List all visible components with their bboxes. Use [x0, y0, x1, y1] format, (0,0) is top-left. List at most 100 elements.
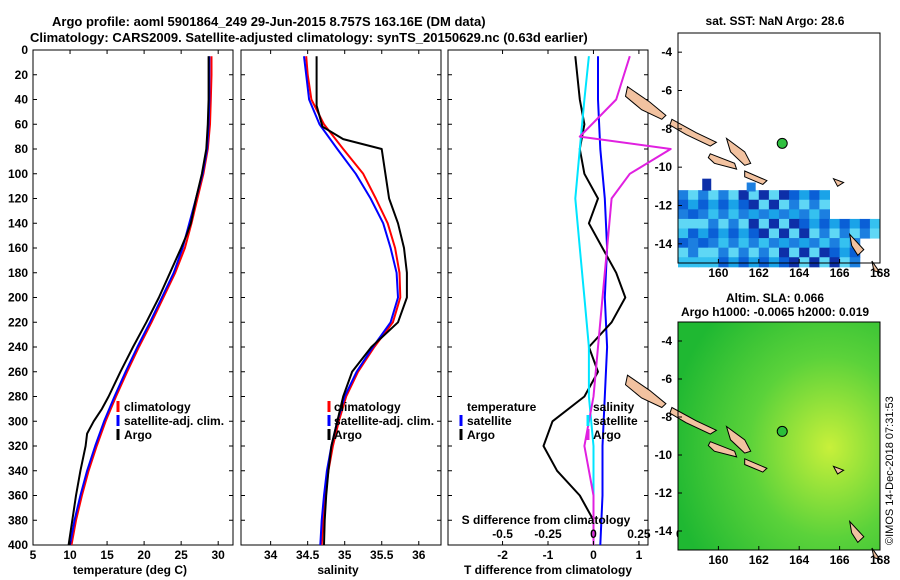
sst-cell — [728, 228, 740, 239]
sst-cell — [839, 218, 851, 229]
sst-cell — [768, 199, 780, 210]
sst-cell — [799, 238, 810, 249]
x-tick-label: 34 — [264, 548, 278, 562]
x-tick-label: 20 — [137, 548, 151, 562]
sst-cell — [799, 218, 810, 229]
sst-cell — [839, 257, 851, 268]
map-y-tick-label: -12 — [655, 199, 673, 213]
map-x-tick-label: 162 — [749, 553, 769, 567]
sst-cell — [678, 218, 689, 229]
sst-cell — [698, 247, 709, 258]
legend-s-satellite: satellite — [593, 414, 638, 428]
sst-cell — [748, 199, 760, 210]
sst-cell — [829, 247, 841, 258]
sst-cell — [738, 257, 750, 268]
legend-satellite: satellite-adj. clim. — [124, 414, 224, 428]
sst-cell — [809, 228, 820, 239]
salinity-panel-frame — [240, 49, 442, 546]
profile-series — [67, 55, 672, 546]
sst-cell — [738, 218, 750, 229]
sst-cell — [698, 238, 709, 249]
x-tick-label: 35 — [338, 548, 352, 562]
series-line-climatology — [70, 56, 213, 546]
sst-cell — [779, 199, 790, 210]
legend-argo: Argo — [124, 428, 152, 442]
x-tick-label: 15 — [100, 548, 114, 562]
temperature-panel-frame — [32, 49, 234, 546]
sst-cell — [789, 190, 800, 201]
map-y-tick-label: -8 — [661, 410, 672, 424]
sst-cell — [809, 209, 820, 220]
sst-cell — [698, 257, 709, 268]
series-line-satellite-adj-clim- — [303, 56, 399, 546]
difference-panel-frame — [447, 49, 649, 546]
sst-cell — [688, 247, 699, 258]
depth-tick-label: 400 — [8, 538, 28, 552]
map-x-tick-label: 164 — [789, 266, 809, 280]
s-diff-tick-label: 0.25 — [627, 527, 651, 541]
map-frame — [677, 32, 881, 264]
map-x-tick-label: 166 — [830, 553, 850, 567]
sst-cell — [809, 218, 820, 229]
sst-cell — [768, 247, 780, 258]
map-x-tick-label: 166 — [830, 266, 850, 280]
sla-field — [678, 322, 880, 550]
sst-cell — [688, 209, 699, 220]
map-x-tick-label: 160 — [708, 553, 728, 567]
sst-cell — [819, 247, 830, 258]
sst-cell — [789, 199, 800, 210]
legend-t-argo: Argo — [467, 428, 495, 442]
sst-cell — [698, 199, 709, 210]
sst-cell — [809, 257, 820, 268]
depth-tick-label: 160 — [8, 241, 28, 255]
legend-t-satellite: satellite — [467, 414, 512, 428]
map-y-tick-label: -14 — [655, 237, 673, 251]
s-difference-axis-label: S difference from climatology — [462, 513, 631, 527]
sst-cell — [708, 199, 719, 210]
difference-legend: temperature satellite Argo salinity sate… — [459, 400, 638, 442]
sst-cell — [708, 218, 719, 229]
sst-cell — [859, 218, 871, 229]
sst-cell — [698, 209, 709, 220]
sst-cell — [799, 209, 810, 220]
island — [707, 153, 738, 170]
island — [871, 260, 882, 274]
sst-cell — [829, 228, 841, 239]
sst-cell — [728, 218, 740, 229]
sst-cell — [809, 247, 820, 258]
sst-cell — [678, 209, 689, 220]
sst-cell — [738, 190, 750, 201]
sst-cell — [738, 247, 750, 258]
sst-cell — [688, 218, 699, 229]
depth-tick-label: 280 — [8, 390, 28, 404]
map-x-tick-label: 160 — [708, 266, 728, 280]
depth-tick-label: 300 — [8, 414, 28, 428]
map-x-tick-label: 162 — [749, 266, 769, 280]
sst-cell — [789, 218, 800, 229]
sst-cell — [758, 190, 770, 201]
depth-tick-label: 20 — [15, 68, 29, 82]
depth-tick-label: 220 — [8, 315, 28, 329]
sst-cell — [718, 257, 729, 268]
sst-cell — [869, 228, 881, 239]
map-y-tick-label: -4 — [661, 45, 672, 59]
sst-cell — [702, 178, 712, 191]
sst-cell — [748, 209, 760, 220]
sst-cell — [728, 238, 740, 249]
sst-cell — [779, 190, 790, 201]
series-line-argo — [67, 56, 210, 546]
profile-location-marker — [776, 137, 788, 149]
map-y-tick-label: -14 — [655, 524, 673, 538]
sst-cell — [708, 190, 719, 201]
sst-cell — [799, 190, 810, 201]
sst-cell — [859, 228, 871, 239]
s-diff-tick-label: 0 — [590, 527, 597, 541]
map-frame — [677, 321, 881, 551]
x-tick-label: -1 — [543, 548, 554, 562]
sla-map-subtitle: Argo h1000: -0.0065 h2000: 0.019 — [681, 305, 869, 319]
s-diff-tick-label: -0.25 — [534, 527, 562, 541]
depth-tick-label: 80 — [15, 142, 29, 156]
island — [848, 519, 865, 544]
sst-cell — [748, 190, 760, 201]
sst-cell — [779, 218, 790, 229]
